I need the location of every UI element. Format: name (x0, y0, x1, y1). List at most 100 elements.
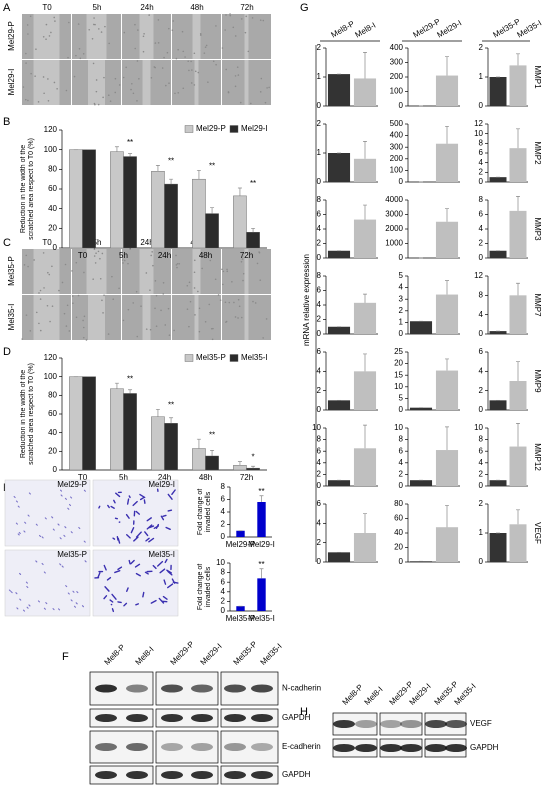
blot-frame (89, 708, 154, 728)
scratch-gap (142, 60, 151, 105)
cell (95, 90, 98, 93)
bar (489, 533, 507, 562)
cell (126, 534, 131, 539)
error-bar (196, 169, 201, 180)
cell (75, 54, 77, 57)
cell (264, 101, 267, 104)
cell (191, 69, 193, 71)
cell (122, 319, 125, 322)
cell (29, 330, 32, 332)
cell (173, 329, 175, 332)
scratch-gap (192, 14, 201, 59)
cell (70, 599, 73, 602)
y-tick-label: 200 (390, 72, 404, 81)
y-tick-label: 0 (479, 329, 484, 338)
cell (265, 318, 268, 320)
cell (193, 271, 196, 274)
cell (77, 294, 80, 297)
cell (48, 273, 51, 276)
cell (251, 17, 254, 19)
cell (214, 278, 217, 281)
error-bar (445, 125, 449, 144)
y-tick-label: 2 (399, 470, 404, 479)
y-tick-label: 0 (317, 101, 322, 110)
significance: * (251, 453, 254, 462)
cell (194, 314, 196, 316)
y-tick-label: 6 (479, 210, 484, 219)
error-bar (155, 408, 160, 417)
cell (152, 264, 154, 267)
cell (35, 523, 38, 526)
cell (39, 289, 42, 292)
cell (27, 99, 29, 102)
cell (164, 324, 167, 326)
row-label: Mel35-I (7, 304, 16, 331)
blot-frame (155, 730, 219, 764)
cell (226, 270, 229, 273)
cell (27, 514, 30, 517)
cell (98, 28, 100, 30)
cell (42, 76, 45, 78)
y-tick-label: 0 (399, 557, 404, 566)
cell (258, 251, 261, 254)
cell (79, 57, 82, 60)
cell (25, 62, 27, 64)
cell (108, 42, 110, 45)
cell (82, 336, 85, 339)
y-tick-label: 400 (390, 43, 404, 52)
y-tick-label: 6 (317, 210, 322, 219)
y-tick-label: 12 (474, 119, 483, 128)
cell (53, 16, 56, 19)
bar (233, 465, 247, 471)
cell (260, 77, 263, 80)
y-tick-label: 4 (479, 458, 484, 467)
cell (126, 498, 130, 505)
cell (215, 25, 217, 27)
y-tick-label: 2 (221, 597, 226, 606)
y-tick-label: 6 (221, 577, 226, 586)
cell (82, 326, 85, 329)
y-tick-label: 0 (399, 253, 404, 262)
y-tick-label: 6 (221, 495, 226, 504)
cell (114, 91, 117, 94)
cell (93, 17, 95, 19)
blot-frame (379, 712, 423, 736)
cell (217, 294, 220, 296)
cell (43, 287, 45, 289)
cell (132, 92, 135, 95)
band (224, 684, 246, 693)
cell (157, 19, 160, 21)
cell (33, 259, 35, 261)
bar (236, 530, 245, 537)
cell (136, 100, 138, 102)
y-tick-label: 0 (479, 405, 484, 414)
cell (71, 270, 73, 272)
cell (159, 568, 166, 574)
cell (65, 585, 68, 588)
cell (83, 489, 86, 492)
cell (43, 92, 45, 95)
error-bar (196, 438, 201, 449)
blot-frame (155, 765, 219, 785)
cell (208, 303, 211, 306)
cell (204, 46, 207, 48)
y-tick-label: 4 (317, 458, 322, 467)
cell (51, 305, 54, 307)
bar (409, 321, 433, 334)
scratch-gap (142, 295, 151, 340)
bar (110, 388, 124, 471)
cell (142, 35, 145, 38)
cell (237, 317, 239, 319)
scratch-gap (86, 249, 107, 294)
cell (47, 271, 49, 274)
cell (107, 94, 110, 97)
cell (72, 302, 74, 305)
y-tick-label: 10 (312, 423, 321, 432)
cell (41, 562, 44, 566)
panel-label: C (3, 237, 11, 249)
cell (167, 509, 173, 512)
cell (25, 52, 27, 55)
cell (94, 23, 96, 26)
cell (117, 566, 123, 571)
image-label: Mel35-I (148, 550, 175, 559)
